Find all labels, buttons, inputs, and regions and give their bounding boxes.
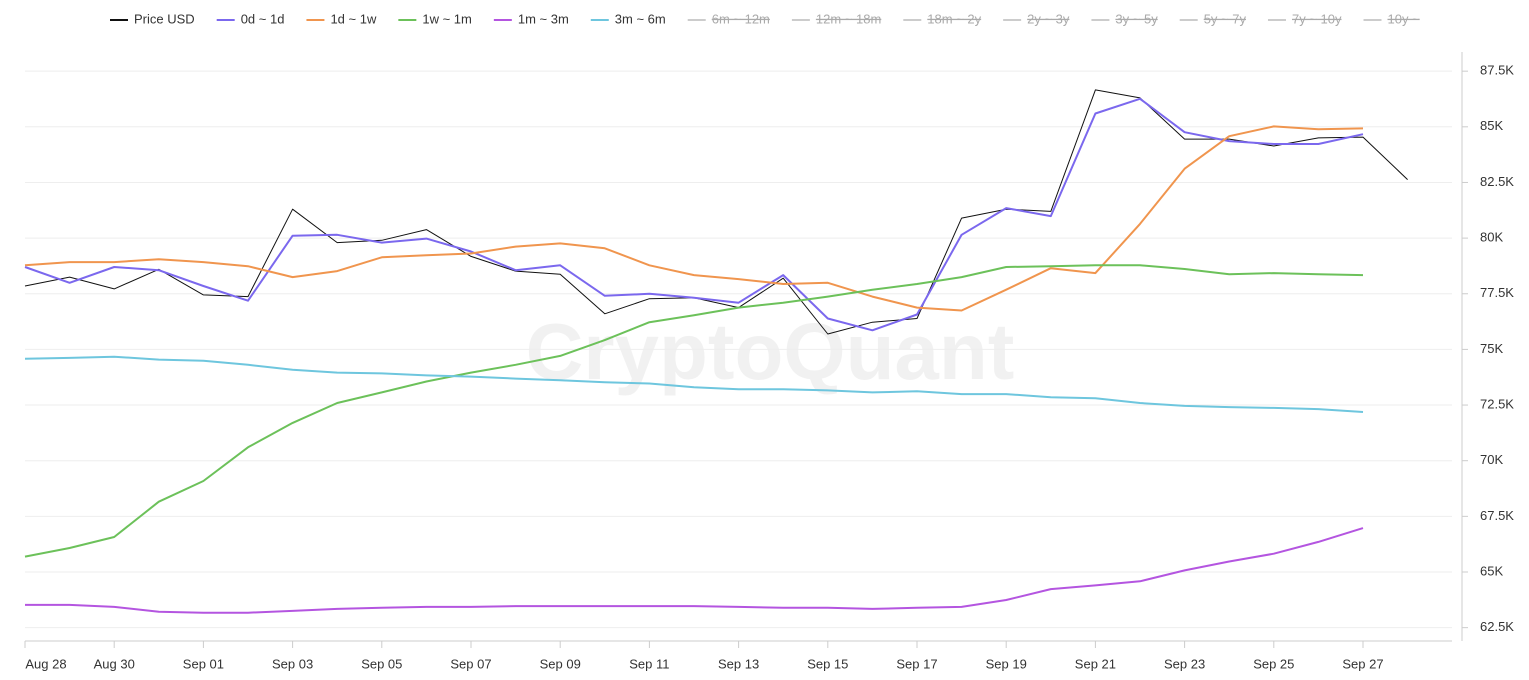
y-tick-label: 65K [1480,563,1503,578]
legend-label: 7y ~ 10y [1292,11,1342,26]
x-tick-label: Sep 25 [1253,656,1294,671]
x-tick-label: Sep 19 [986,656,1027,671]
legend-label: 10y ~ [1388,11,1421,26]
series-line [25,527,1364,614]
y-tick-label: 80K [1480,230,1503,245]
legend-item[interactable]: 1d ~ 1w [306,11,377,26]
legend-item[interactable]: 2y ~ 3y [1003,11,1070,26]
x-tick-label: Aug 30 [94,656,135,671]
legend-item[interactable]: 18m ~ 2y [903,11,982,26]
legend-item[interactable]: 10y ~ [1363,11,1421,26]
legend-label: 12m ~ 18m [816,11,881,26]
x-tick-label: Sep 09 [540,656,581,671]
legend-label: 3m ~ 6m [615,11,666,26]
y-tick-label: 82.5K [1480,174,1514,189]
legend-item[interactable]: 3m ~ 6m [590,11,666,26]
legend-label: 6m ~ 12m [712,11,770,26]
legend-label: 5y ~ 7y [1204,11,1247,26]
series-line [24,89,1408,335]
legend-item[interactable]: 0d ~ 1d [216,11,285,26]
legend-label: 2y ~ 3y [1027,11,1070,26]
watermark: CryptoQuant [526,307,1015,396]
legend-item[interactable]: 5y ~ 7y [1179,11,1247,26]
legend-label: 0d ~ 1d [241,11,285,26]
series-line [24,125,1364,312]
x-tick-label: Sep 07 [450,656,491,671]
x-tick-label: Aug 28 [25,656,66,671]
legend-item[interactable]: 12m ~ 18m [791,11,881,26]
x-tick-label: Sep 13 [718,656,759,671]
y-tick-label: 72.5K [1480,396,1514,411]
legend-item[interactable]: 3y ~ 5y [1091,11,1158,26]
y-tick-label: 87.5K [1480,63,1514,78]
legend-item[interactable]: 7y ~ 10y [1267,11,1342,26]
legend-label: 1d ~ 1w [330,11,377,26]
x-tick-label: Sep 11 [629,656,669,671]
series-line [24,97,1364,332]
x-tick-label: Sep 27 [1342,656,1383,671]
legend-item[interactable]: 1m ~ 3m [493,11,569,26]
y-tick-label: 75K [1480,341,1503,356]
legend-label: 18m ~ 2y [927,11,981,26]
x-tick-label: Sep 05 [361,656,402,671]
x-tick-label: Sep 23 [1164,656,1205,671]
legend-item[interactable]: 1w ~ 1m [398,11,472,26]
legend-label: 1m ~ 3m [518,11,569,26]
y-tick-label: 77.5K [1480,285,1514,300]
x-tick-label: Sep 15 [807,656,848,671]
x-tick-label: Sep 17 [896,656,937,671]
x-tick-label: Sep 03 [272,656,313,671]
y-tick-label: 85K [1480,118,1503,133]
x-tick-label: Sep 01 [183,656,224,671]
legend-label: 1w ~ 1m [422,11,472,26]
y-tick-label: 70K [1480,452,1503,467]
legend-item[interactable]: 6m ~ 12m [687,11,770,26]
series-line [24,264,1364,558]
y-tick-label: 62.5K [1480,619,1514,634]
y-tick-label: 67.5K [1480,508,1514,523]
legend-label: 3y ~ 5y [1115,11,1158,26]
series-line [24,355,1364,413]
legend-label: Price USD [134,11,195,26]
x-tick-label: Sep 21 [1075,656,1116,671]
legend-item[interactable]: Price USD [110,11,195,26]
